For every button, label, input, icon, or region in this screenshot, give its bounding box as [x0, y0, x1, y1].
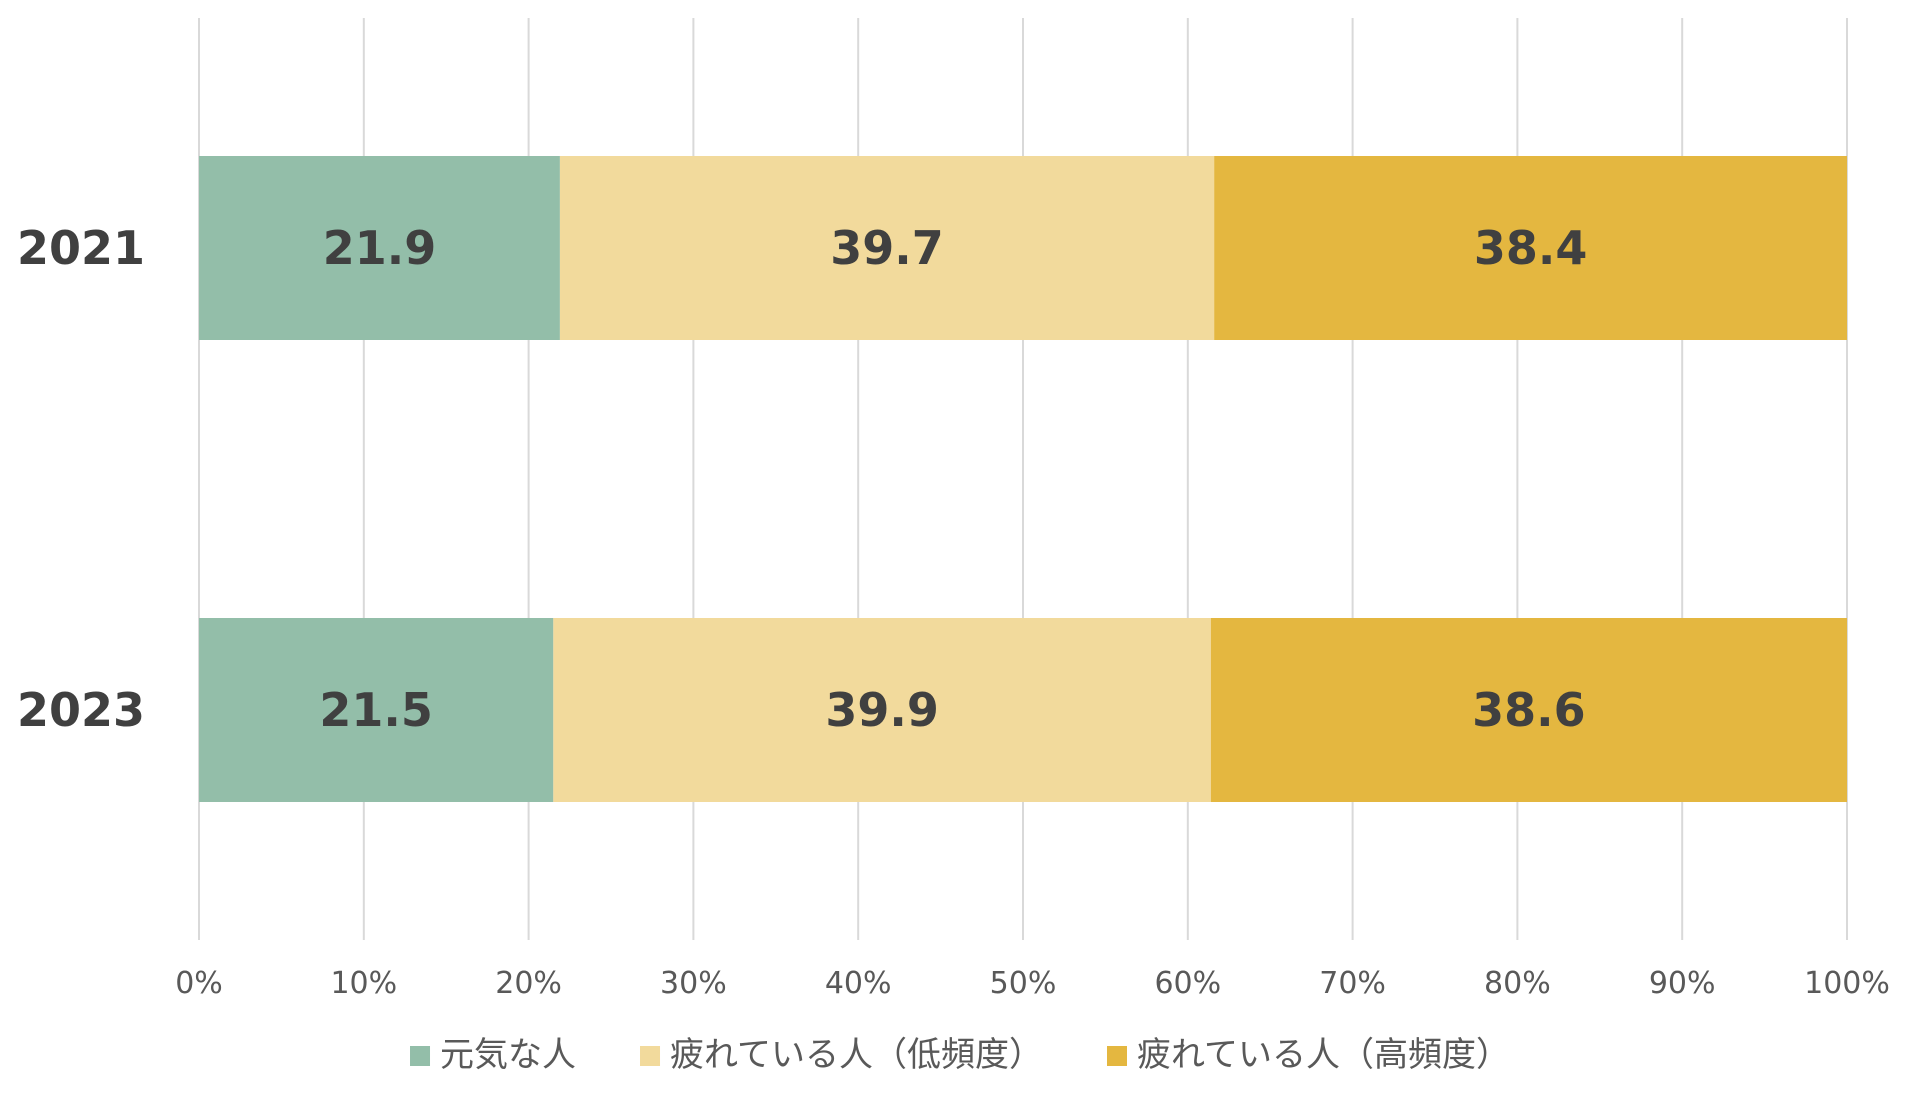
legend-item-2: 疲れている人（低頻度）	[640, 1035, 1043, 1075]
data-labels: 21.9 39.7 38.4 21.5 39.9 38.6	[319, 221, 1587, 737]
legend-swatch-3	[1107, 1046, 1127, 1066]
category-label-2021: 2021	[17, 221, 145, 275]
legend-label-3: 疲れている人（高頻度）	[1137, 1035, 1510, 1075]
bar-2023-series-1	[199, 618, 554, 802]
legend-item-1: 元気な人	[410, 1035, 576, 1075]
x-tick-label: 50%	[990, 966, 1057, 1001]
data-label-2021-series-3: 38.4	[1474, 221, 1588, 275]
bar-2021-series-2	[559, 156, 1215, 340]
bar-2021-series-3	[1214, 156, 1847, 340]
bars	[199, 156, 1847, 802]
x-tick-label: 0%	[175, 966, 223, 1001]
x-tick-label: 40%	[825, 966, 892, 1001]
legend-swatch-2	[640, 1046, 661, 1066]
category-label-2023: 2023	[17, 683, 145, 737]
data-label-2021-series-1: 21.9	[323, 221, 437, 275]
x-tick-label: 100%	[1804, 966, 1890, 1001]
bar-2023-series-3	[1210, 618, 1847, 802]
x-tick-label: 30%	[660, 966, 727, 1001]
x-tick-label: 60%	[1154, 966, 1221, 1001]
data-label-2023-series-1: 21.5	[319, 683, 433, 737]
category-axis: 2021 2023	[17, 221, 145, 737]
x-tick-label: 20%	[495, 966, 562, 1001]
x-tick-label: 90%	[1649, 966, 1716, 1001]
legend: 元気な人 疲れている人（低頻度） 疲れている人（高頻度）	[410, 1035, 1510, 1075]
data-label-2023-series-2: 39.9	[825, 683, 939, 737]
x-tick-label: 70%	[1319, 966, 1386, 1001]
legend-label-1: 元気な人	[440, 1035, 576, 1075]
legend-item-3: 疲れている人（高頻度）	[1107, 1035, 1510, 1075]
data-label-2021-series-2: 39.7	[830, 221, 944, 275]
legend-label-2: 疲れている人（低頻度）	[670, 1035, 1043, 1075]
bar-2023-series-2	[553, 618, 1211, 802]
bar-2021-series-1	[199, 156, 560, 340]
x-tick-label: 80%	[1484, 966, 1551, 1001]
value-axis: 0% 10% 20% 30% 40% 50% 60% 70% 80% 90% 100%	[175, 966, 1890, 1001]
x-tick-label: 10%	[330, 966, 397, 1001]
data-label-2023-series-3: 38.6	[1472, 683, 1586, 737]
legend-swatch-1	[410, 1046, 431, 1066]
